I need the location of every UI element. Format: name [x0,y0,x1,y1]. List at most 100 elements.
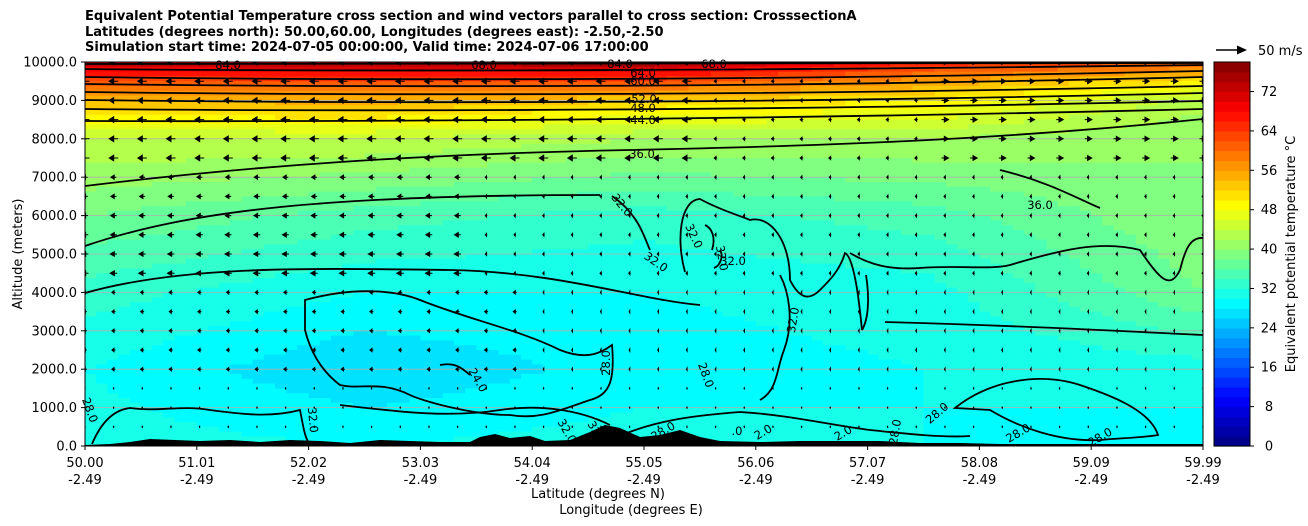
field-cell [621,191,634,197]
field-cell [554,182,567,188]
field-cell [722,436,735,442]
field-cell [330,215,343,221]
field-cell [610,422,623,428]
field-cell [677,162,690,169]
field-cell [241,138,254,145]
field-cell [465,335,477,341]
field-cell [532,393,544,399]
field-cell [230,335,243,341]
field-cell [140,210,153,217]
field-cell [140,383,153,389]
field-cell [453,148,466,154]
field-cell [644,134,656,140]
field-cell [174,105,187,111]
field-cell [420,182,433,188]
field-cell [755,378,768,385]
field-cell [286,158,299,164]
field-cell [297,215,310,221]
field-cell [666,206,679,212]
field-cell [487,191,500,197]
field-cell [207,321,220,327]
field-cell [409,350,421,356]
field-cell [308,86,321,92]
field-cell [207,201,220,207]
field-cell [465,431,477,437]
field-cell [185,426,198,433]
field-cell [610,201,623,207]
field-cell [386,282,399,289]
field-cell [207,340,220,346]
field-cell [420,210,433,217]
field-cell [85,335,97,341]
field-cell [632,134,645,140]
field-cell [509,162,522,169]
field-cell [409,436,421,442]
field-cell [465,436,477,442]
field-cell [688,369,701,375]
field-cell [521,182,533,188]
field-cell [711,335,723,341]
field-cell [532,263,544,269]
field-cell [733,374,746,380]
field-cell [85,249,97,255]
field-cell [711,148,723,154]
field-cell [588,119,600,125]
field-cell [722,335,735,341]
field-cell [453,330,466,337]
field-cell [330,206,343,212]
field-cell [666,100,679,106]
field-cell [297,330,310,337]
field-cell [386,364,399,370]
field-cell [96,350,108,356]
field-cell [342,95,354,101]
field-cell [353,422,366,428]
field-cell [275,129,287,135]
field-cell [766,326,779,332]
field-cell [576,306,589,313]
field-cell [353,95,366,101]
field-cell [755,436,768,442]
field-cell [453,378,466,385]
field-cell [219,398,231,404]
field-cell [342,407,354,413]
field-cell [96,340,108,346]
field-cell [666,311,679,317]
field-cell [677,138,690,145]
field-cell [688,81,701,87]
field-cell [576,81,589,87]
field-cell [353,417,366,423]
field-cell [599,278,612,284]
field-cell [96,177,108,183]
field-cell [476,95,489,101]
field-cell [163,359,176,365]
field-cell [107,129,120,135]
field-cell [711,119,723,125]
field-cell [644,148,656,154]
field-cell [677,316,690,322]
field-cell [420,431,433,437]
field-cell [688,330,701,337]
field-cell [364,258,377,265]
field-cell [722,191,735,197]
field-cell [699,422,712,428]
field-cell [163,402,176,409]
field-cell [286,402,299,409]
field-cell [576,258,589,265]
field-cell [263,196,276,202]
field-cell [353,345,366,351]
field-cell [386,119,399,125]
field-cell [588,302,600,308]
field-cell [252,378,265,385]
field-cell [308,436,321,442]
field-cell [644,119,656,125]
field-cell [521,359,533,365]
field-cell [129,335,142,341]
field-cell [755,340,768,346]
field-cell [621,138,634,145]
field-cell [308,402,321,409]
field-cell [453,234,466,241]
field-cell [330,148,343,154]
field-cell [398,335,410,341]
field-cell [565,167,578,173]
field-cell [252,110,265,116]
